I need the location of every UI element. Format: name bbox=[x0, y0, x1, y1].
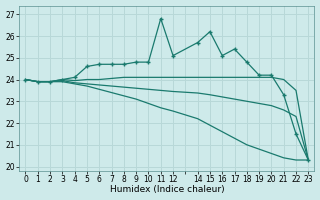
X-axis label: Humidex (Indice chaleur): Humidex (Indice chaleur) bbox=[109, 185, 224, 194]
